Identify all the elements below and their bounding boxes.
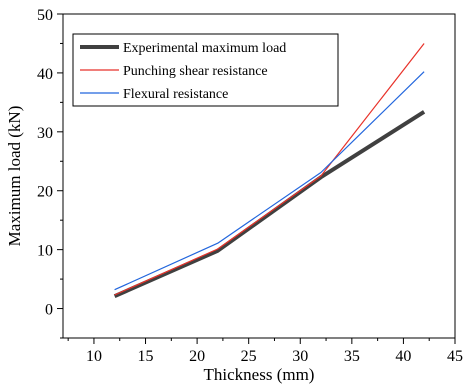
x-tick-label: 20 xyxy=(189,348,205,365)
y-axis-label: Maximum load (kN) xyxy=(5,106,24,247)
legend-label-2: Punching shear resistance xyxy=(123,64,268,79)
x-tick-label: 25 xyxy=(241,348,257,365)
x-tick-label: 15 xyxy=(138,348,154,365)
x-tick-label: 30 xyxy=(292,348,308,365)
y-tick-label: 40 xyxy=(37,66,53,83)
x-tick-label: 35 xyxy=(344,348,360,365)
legend-label-3: Flexural resistance xyxy=(123,87,228,102)
x-tick-label: 45 xyxy=(447,348,463,365)
x-tick-label: 40 xyxy=(395,348,411,365)
y-tick-label: 50 xyxy=(37,7,53,24)
y-tick-label: 30 xyxy=(37,125,53,142)
x-axis-label: Thickness (mm) xyxy=(204,365,315,384)
y-tick-label: 0 xyxy=(45,302,53,319)
legend: Experimental maximum load Punching shear … xyxy=(73,34,338,106)
x-tick-label: 10 xyxy=(86,348,102,365)
y-tick-label: 20 xyxy=(37,184,53,201)
legend-label-1: Experimental maximum load xyxy=(123,41,286,56)
y-tick-label: 10 xyxy=(37,243,53,260)
